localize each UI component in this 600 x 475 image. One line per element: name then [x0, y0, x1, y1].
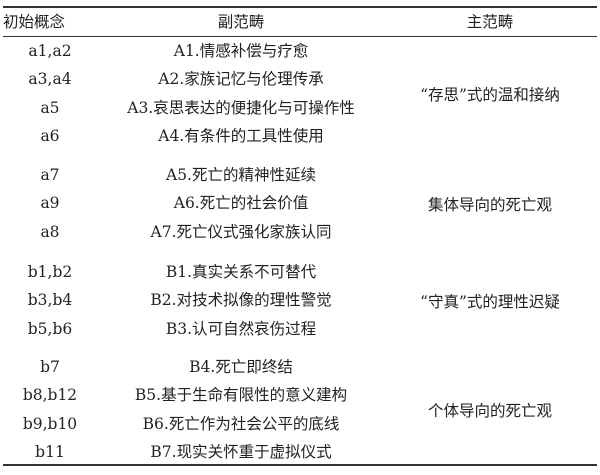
table-row: a5 A3.哀思表达的便捷化与可操作性: [0, 94, 600, 122]
table-row: a8 A7.死亡仪式强化家族认同: [0, 218, 600, 246]
main-category-cell: 个体导向的死亡观: [427, 401, 552, 420]
table-group: b1,b2 B1.真实关系不可替代 b3,b4 B2.对技术拟像的理性警觉 b5,b6 B…: [0, 258, 600, 343]
sub-category-cell: A3.哀思表达的便捷化与可操作性: [127, 98, 355, 117]
initial-concept-cell: a3,a4: [28, 70, 72, 89]
main-category-cell: “存思”式的温和接纳: [420, 85, 560, 104]
sub-category-cell: A1.情感补偿与疗愈: [173, 42, 309, 60]
initial-concept-cell: b1,b2: [27, 263, 73, 281]
initial-concept-cell: a6: [40, 127, 60, 146]
sub-category-cell: A7.死亡仪式强化家族认同: [150, 222, 332, 241]
table-top-rule: [3, 6, 597, 8]
sub-category-cell: A4.有条件的工具性使用: [158, 127, 324, 146]
sub-category-cell: B5.基于生命有限性的意义建构: [134, 386, 348, 405]
table-row: a6 A4.有条件的工具性使用: [0, 122, 600, 150]
main-category-cell: “守真”式的理性迟疑: [420, 292, 560, 311]
table-row: b1,b2 B1.真实关系不可替代: [0, 258, 600, 286]
initial-concept-cell: b9,b10: [22, 414, 78, 433]
table-row: b8,b12 B5.基于生命有限性的意义建构: [0, 381, 600, 409]
table-row: b5,b6 B3.认可自然哀伤过程: [0, 315, 600, 343]
initial-concept-cell: b11: [35, 443, 65, 462]
sub-category-cell: A6.死亡的社会价值: [173, 194, 309, 213]
initial-concept-cell: b5,b6: [27, 319, 73, 338]
sub-category-cell: B3.认可自然哀伤过程: [165, 319, 317, 338]
table-row: b3,b4 B2.对技术拟像的理性警觉: [0, 286, 600, 314]
initial-concept-cell: a9: [40, 194, 60, 213]
header-main-category: 主范畴: [466, 13, 514, 31]
table-row: a9 A6.死亡的社会价值: [0, 189, 600, 217]
sub-category-cell: B7.现实关怀重于虚拟仪式: [150, 443, 332, 462]
table-row: b11 B7.现实关怀重于虚拟仪式: [0, 438, 600, 466]
table-group: a7 A5.死亡的精神性延续 a9 A6.死亡的社会价值 a8 A7.死亡仪式强化家族认同…: [0, 161, 600, 246]
table-row: a1,a2 A1.情感补偿与疗愈: [0, 37, 600, 65]
main-category-cell: 集体导向的死亡观: [427, 195, 552, 214]
table-bottom-rule: [3, 464, 597, 466]
initial-concept-cell: a5: [40, 98, 60, 117]
table-group: a1,a2 A1.情感补偿与疗愈 a3,a4 A2.家族记忆与伦理传承 a5 A3.哀思表…: [0, 37, 600, 151]
table-group: b7 B4.死亡即终结 b8,b12 B5.基于生命有限性的意义建构 b9,b10 B6.…: [0, 353, 600, 467]
sub-category-cell: B2.对技术拟像的理性警觉: [150, 291, 332, 310]
initial-concept-cell: b8,b12: [22, 386, 78, 405]
initial-concept-cell: a8: [40, 222, 60, 241]
initial-concept-cell: b7: [40, 358, 60, 376]
initial-concept-cell: b3,b4: [27, 291, 73, 310]
sub-category-cell: A2.家族记忆与伦理传承: [158, 70, 324, 89]
table-row: a3,a4 A2.家族记忆与伦理传承: [0, 65, 600, 93]
header-initial-concept: 初始概念: [3, 13, 66, 31]
header-sub-category: 副范畴: [217, 13, 265, 31]
initial-concept-cell: a1,a2: [28, 42, 72, 60]
table-header-rule: [3, 36, 597, 37]
sub-category-cell: B4.死亡即终结: [189, 358, 293, 376]
table-row: a7 A5.死亡的精神性延续: [0, 161, 600, 189]
table-row: b9,b10 B6.死亡作为社会公平的底线: [0, 410, 600, 438]
sub-category-cell: A5.死亡的精神性延续: [166, 166, 316, 184]
sub-category-cell: B1.真实关系不可替代: [165, 263, 317, 281]
initial-concept-cell: a7: [40, 166, 60, 184]
table-row: b7 B4.死亡即终结: [0, 353, 600, 381]
sub-category-cell: B6.死亡作为社会公平的底线: [142, 414, 340, 433]
